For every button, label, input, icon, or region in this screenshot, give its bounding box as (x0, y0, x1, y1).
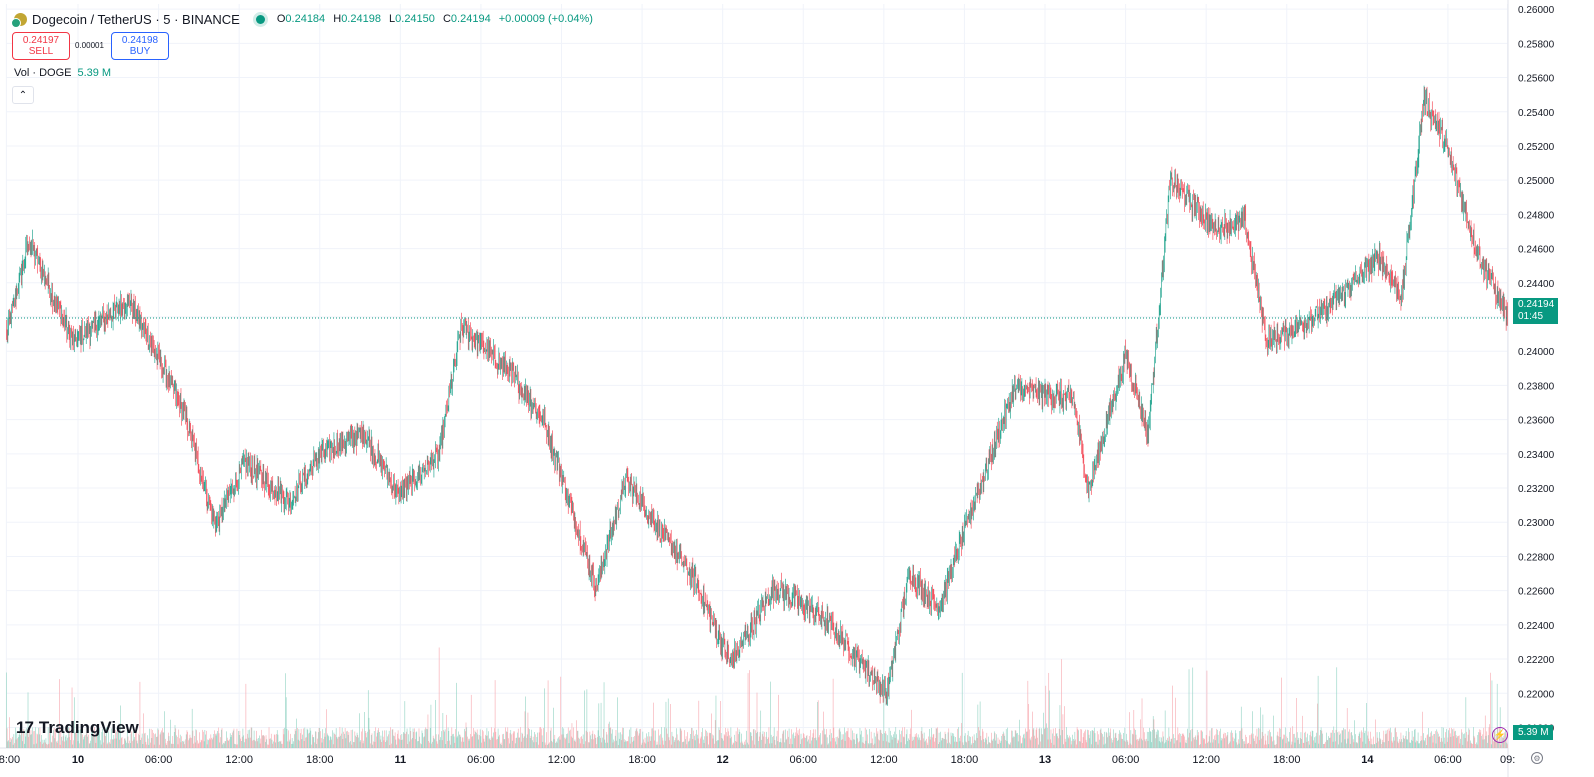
market-open-icon (255, 14, 265, 24)
x-tick-label: 18:00 (951, 754, 979, 766)
close-value: 0.24194 (450, 13, 491, 25)
last-price-value: 0.24194 (1518, 299, 1555, 310)
dogecoin-icon (11, 12, 27, 28)
buy-label: BUY (129, 46, 151, 57)
volume-price-label: 5.39 M (1513, 725, 1553, 740)
buy-button[interactable]: 0.24198 BUY (111, 32, 169, 60)
x-tick-label: 06:00 (789, 754, 817, 766)
y-tick-label: 0.22800 (1518, 552, 1555, 563)
symbol-title[interactable]: Dogecoin / TetherUS · 5 · BINANCE (32, 11, 240, 27)
ohlc-legend: O0.24184 H0.24198 L0.24150 C0.24194 +0.0… (277, 13, 593, 25)
y-tick-label: 0.26000 (1518, 5, 1555, 16)
y-tick-label: 0.24800 (1518, 210, 1555, 221)
x-tick-label: 11 (395, 754, 407, 766)
x-tick-label: 12:00 (225, 754, 253, 766)
x-tick-label: 12 (717, 754, 729, 766)
y-tick-label: 0.22600 (1518, 587, 1555, 598)
y-tick-label: 0.24600 (1518, 245, 1555, 256)
lightning-icon[interactable]: ⚡ (1492, 727, 1508, 743)
y-tick-label: 0.23600 (1518, 416, 1555, 427)
volume-legend[interactable]: Vol · DOGE 5.39 M (14, 67, 111, 79)
gear-icon[interactable]: ⚙ (1531, 752, 1543, 764)
volume-legend-value: 5.39 M (77, 67, 112, 79)
bar-countdown: 01:45 (1518, 311, 1544, 322)
change-value: +0.00009 (+0.04%) (498, 13, 593, 25)
y-tick-label: 0.23400 (1518, 450, 1555, 461)
volume-legend-label: Vol · DOGE (14, 67, 72, 79)
x-tick-label: 06:00 (145, 754, 173, 766)
volume-bars (6, 647, 1508, 748)
y-tick-label: 0.23800 (1518, 381, 1555, 392)
y-tick-label: 0.24000 (1518, 347, 1555, 358)
x-tick-label: 10 (72, 754, 84, 766)
x-tick-label: 06:00 (1434, 754, 1462, 766)
x-tick-label: 18:00 (628, 754, 656, 766)
x-tick-label: 13 (1039, 754, 1051, 766)
tradingview-mark-icon: 17 (16, 718, 34, 737)
x-tick-label: 06:00 (467, 754, 495, 766)
symbol-header: Dogecoin / TetherUS · 5 · BINANCE O0.241… (11, 10, 593, 28)
x-tick-label: 18:00 (306, 754, 334, 766)
low-label: L (389, 13, 396, 25)
x-tick-label: 09: (1500, 754, 1515, 766)
buy-price: 0.24198 (121, 35, 159, 46)
high-value: 0.24198 (341, 13, 381, 25)
y-tick-label: 0.25600 (1518, 74, 1555, 85)
y-tick-label: 0.24400 (1518, 279, 1555, 290)
y-tick-label: 0.23200 (1518, 484, 1555, 495)
tradingview-wordmark: TradingView (38, 718, 139, 737)
y-tick-label: 0.22000 (1518, 689, 1555, 700)
x-tick-label: 06:00 (1112, 754, 1140, 766)
close-label: C (442, 13, 451, 25)
x-tick-label: 12:00 (548, 754, 576, 766)
sell-price: 0.24197 (22, 35, 60, 46)
chevron-up-icon[interactable]: ⌃ (12, 86, 34, 104)
y-tick-label: 0.22400 (1518, 621, 1555, 632)
sell-button[interactable]: 0.24197 SELL (12, 32, 70, 60)
y-tick-label: 0.23000 (1518, 518, 1555, 529)
low-value: 0.24150 (395, 13, 435, 25)
open-value: 0.24184 (285, 13, 326, 25)
x-tick-label: 12:00 (870, 754, 898, 766)
high-label: H (333, 13, 342, 25)
y-tick-label: 0.22200 (1518, 655, 1555, 666)
candles (6, 85, 1508, 706)
spread-value: 0.00001 (75, 41, 104, 50)
x-tick-label: 18:00 (0, 754, 20, 766)
x-tick-label: 14 (1361, 754, 1374, 766)
y-tick-label: 0.25400 (1518, 108, 1555, 119)
last-price-label: 0.24194 01:45 (1513, 298, 1558, 324)
y-tick-label: 0.25800 (1518, 39, 1555, 50)
tradingview-logo: 17 TradingView (16, 718, 139, 738)
open-label: O (276, 13, 286, 25)
y-tick-label: 0.25200 (1518, 142, 1555, 153)
sell-label: SELL (28, 46, 54, 57)
x-tick-label: 12:00 (1192, 754, 1220, 766)
y-tick-label: 0.25000 (1518, 176, 1555, 187)
x-tick-label: 18:00 (1273, 754, 1301, 766)
